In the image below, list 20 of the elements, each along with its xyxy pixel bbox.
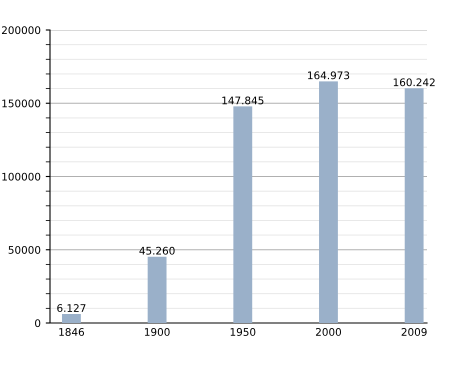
- y-tick-label: 0: [35, 319, 40, 328]
- bar: [404, 88, 424, 323]
- data-label: 45.260: [139, 246, 175, 255]
- x-tick-label: 1900: [144, 328, 170, 336]
- bar: [233, 106, 252, 323]
- y-tick-label: 50000: [8, 246, 40, 254]
- bar: [148, 256, 167, 323]
- y-tick-label: 150000: [2, 99, 40, 108]
- y-tick-label: 100000: [2, 172, 40, 181]
- x-tick-label: 2000: [316, 328, 342, 336]
- x-tick-label: 1846: [59, 328, 84, 336]
- data-label: 6.127: [57, 304, 86, 312]
- bar: [62, 314, 81, 323]
- data-label: 164.973: [308, 71, 350, 80]
- y-tick-label: 200000: [2, 26, 40, 34]
- data-label: 147.845: [222, 96, 264, 104]
- bar: [319, 81, 338, 323]
- data-label: 160.242: [394, 78, 435, 86]
- x-tick-label: 2009: [402, 328, 427, 336]
- x-tick-label: 1950: [230, 328, 256, 336]
